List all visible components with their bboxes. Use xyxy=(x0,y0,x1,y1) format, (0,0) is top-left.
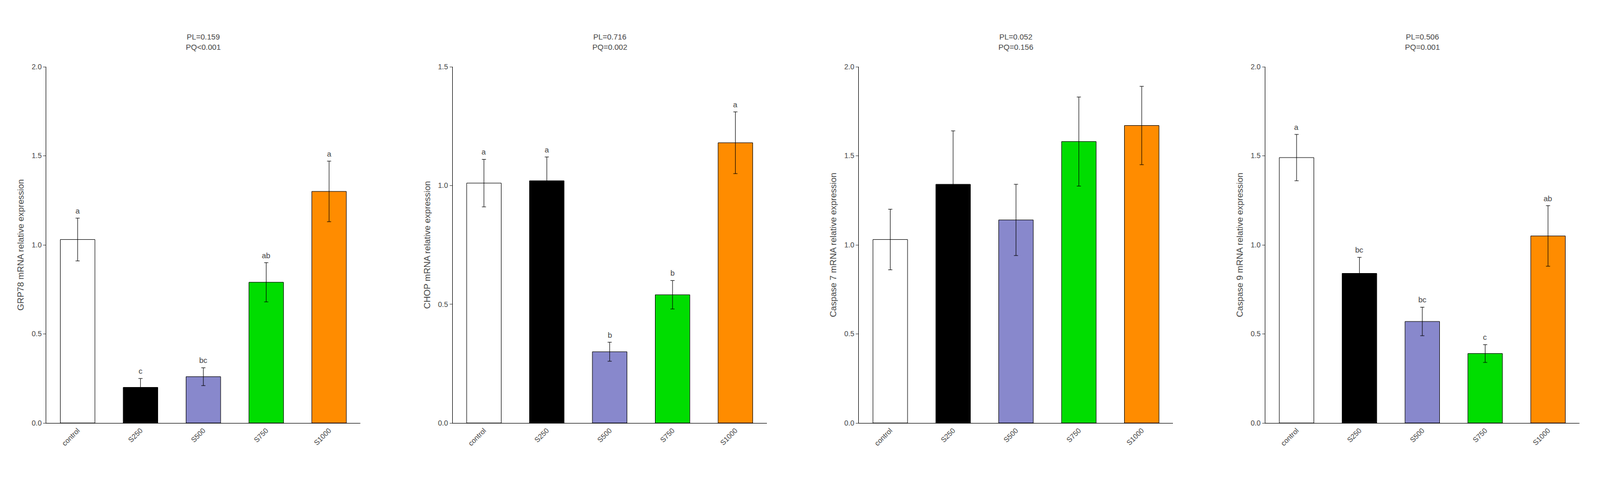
svg-text:S500: S500 xyxy=(595,426,614,445)
svg-text:bc: bc xyxy=(199,355,208,365)
svg-text:S500: S500 xyxy=(1001,426,1020,445)
svg-text:control: control xyxy=(60,426,82,448)
svg-text:PL=0.159PQ<0.001: PL=0.159PQ<0.001 xyxy=(185,32,221,52)
svg-text:0.0: 0.0 xyxy=(31,418,43,428)
svg-text:0.0: 0.0 xyxy=(844,418,855,428)
svg-text:CHOP mRNA relative expression: CHOP mRNA relative expression xyxy=(422,180,433,309)
svg-text:S250: S250 xyxy=(938,426,957,445)
svg-text:S1000: S1000 xyxy=(312,426,333,447)
svg-text:1.0: 1.0 xyxy=(437,181,449,190)
svg-text:1.0: 1.0 xyxy=(31,240,43,249)
svg-text:S750: S750 xyxy=(252,426,271,445)
svg-text:a: a xyxy=(544,145,550,154)
svg-text:b: b xyxy=(670,268,675,278)
svg-text:S250: S250 xyxy=(126,426,145,445)
svg-text:0.0: 0.0 xyxy=(1250,418,1261,428)
svg-text:control: control xyxy=(1279,426,1301,448)
svg-text:1.5: 1.5 xyxy=(844,151,855,160)
svg-text:Caspase 7 mRNA relative expres: Caspase 7 mRNA relative expression xyxy=(828,172,839,318)
svg-text:S1000: S1000 xyxy=(718,426,740,447)
svg-text:S750: S750 xyxy=(1064,426,1083,445)
svg-text:GRP78 mRNA relative expression: GRP78 mRNA relative expression xyxy=(15,179,26,311)
svg-text:S750: S750 xyxy=(1471,426,1490,445)
svg-text:a: a xyxy=(733,100,738,109)
svg-text:c: c xyxy=(138,366,143,376)
svg-text:bc: bc xyxy=(1418,295,1427,304)
svg-text:S500: S500 xyxy=(189,426,208,445)
svg-text:a: a xyxy=(75,206,81,216)
svg-text:S1000: S1000 xyxy=(1531,426,1552,447)
svg-text:S500: S500 xyxy=(1408,426,1426,445)
svg-text:0.5: 0.5 xyxy=(1250,329,1261,338)
svg-text:PL=0.506PQ=0.001: PL=0.506PQ=0.001 xyxy=(1404,32,1440,52)
svg-text:PL=0.052PQ=0.156: PL=0.052PQ=0.156 xyxy=(998,32,1034,52)
svg-text:1.5: 1.5 xyxy=(437,62,449,71)
svg-text:a: a xyxy=(1294,122,1299,132)
svg-text:2.0: 2.0 xyxy=(1250,62,1261,71)
svg-text:PL=0.716PQ=0.002: PL=0.716PQ=0.002 xyxy=(592,32,628,52)
svg-text:1.0: 1.0 xyxy=(844,240,855,249)
svg-text:S750: S750 xyxy=(658,426,677,445)
svg-text:control: control xyxy=(872,426,894,448)
svg-text:b: b xyxy=(607,330,612,340)
svg-text:S250: S250 xyxy=(532,426,551,445)
svg-text:S250: S250 xyxy=(1345,426,1364,445)
svg-text:ab: ab xyxy=(1543,194,1553,203)
svg-text:0.5: 0.5 xyxy=(31,329,43,338)
svg-text:2.0: 2.0 xyxy=(844,62,855,71)
svg-text:bc: bc xyxy=(1355,245,1364,255)
svg-text:ab: ab xyxy=(261,251,271,260)
svg-text:a: a xyxy=(326,149,332,159)
svg-text:2.0: 2.0 xyxy=(31,62,43,71)
svg-text:1.0: 1.0 xyxy=(1250,240,1261,249)
svg-text:0.5: 0.5 xyxy=(844,329,855,338)
svg-text:0.0: 0.0 xyxy=(437,418,449,428)
svg-text:control: control xyxy=(466,426,488,448)
svg-text:Caspase 9 mRNA relative expres: Caspase 9 mRNA relative expression xyxy=(1235,172,1245,318)
svg-text:c: c xyxy=(1482,332,1488,342)
svg-text:1.5: 1.5 xyxy=(1250,151,1261,160)
svg-text:0.5: 0.5 xyxy=(437,300,449,309)
svg-text:a: a xyxy=(481,147,487,157)
svg-text:1.5: 1.5 xyxy=(31,151,43,160)
svg-text:S1000: S1000 xyxy=(1124,426,1146,447)
